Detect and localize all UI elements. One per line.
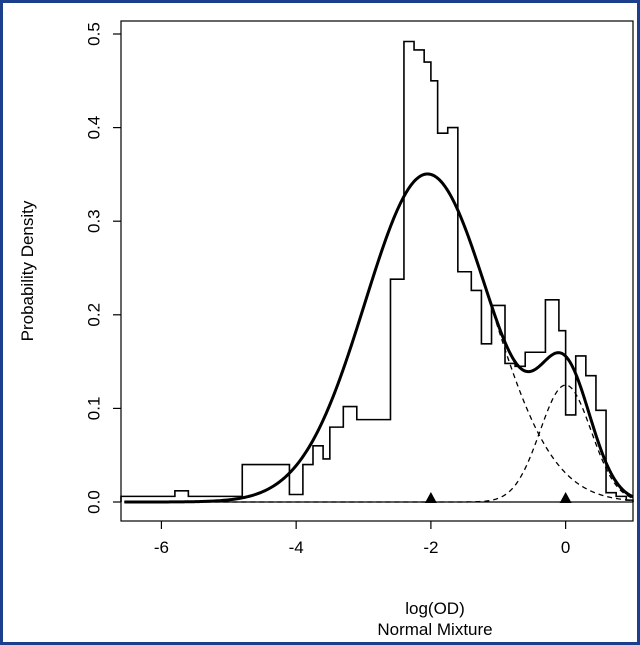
histogram-bin [323, 459, 330, 502]
x-tick-label: -2 [423, 538, 438, 557]
y-tick-label: 0.4 [85, 116, 104, 140]
normal-mixture-chart: 0.0 0.1 0.2 0.3 0.4 0.5 -6 -4 -2 0 Probability D… [18, 20, 634, 639]
y-tick-label: 0.5 [85, 22, 104, 46]
x-axis: -6 -4 -2 0 [154, 521, 570, 557]
plot-box [120, 20, 634, 522]
mean-marker [559, 492, 572, 503]
density-curves [124, 172, 634, 504]
chart-subtitle: Normal Mixture [377, 620, 492, 639]
x-tick-label: 0 [561, 538, 570, 557]
histogram [120, 40, 634, 503]
histogram-bin [289, 495, 302, 502]
histogram-outline [120, 40, 634, 502]
y-tick-label: 0.3 [85, 209, 104, 233]
histogram-bin [481, 344, 491, 502]
histogram-bin [424, 62, 431, 502]
histogram-bin [404, 41, 414, 502]
y-tick-label: 0.2 [85, 303, 104, 327]
histogram-bin [525, 352, 538, 502]
component-curve-2 [124, 384, 634, 503]
y-tick-label: 0.0 [85, 490, 104, 514]
histogram-bin [414, 50, 424, 502]
component-curve-1 [124, 173, 634, 503]
histogram-bin [471, 290, 481, 502]
mean-markers [424, 492, 572, 503]
histogram-bin [357, 420, 391, 502]
mean-marker [424, 492, 437, 503]
x-tick-label: -4 [289, 538, 304, 557]
histogram-bin [458, 272, 471, 502]
histogram-bin [390, 279, 403, 502]
y-tick-label: 0.1 [85, 397, 104, 421]
mixture-density-curve [124, 172, 634, 504]
histogram-bin [313, 446, 323, 502]
x-axis-label: log(OD) [405, 599, 465, 618]
histogram-bin [586, 376, 596, 502]
histogram-bin [330, 427, 343, 502]
histogram-bin [505, 363, 515, 502]
histogram-bin [431, 81, 438, 502]
histogram-bin [343, 407, 356, 502]
histogram-bin [303, 465, 313, 502]
histogram-bin [448, 128, 458, 502]
histogram-bin [566, 415, 576, 502]
y-axis-label: Probability Density [18, 200, 37, 341]
y-axis: 0.0 0.1 0.2 0.3 0.4 0.5 [85, 22, 121, 514]
histogram-bin [515, 366, 525, 502]
x-tick-label: -6 [154, 538, 169, 557]
